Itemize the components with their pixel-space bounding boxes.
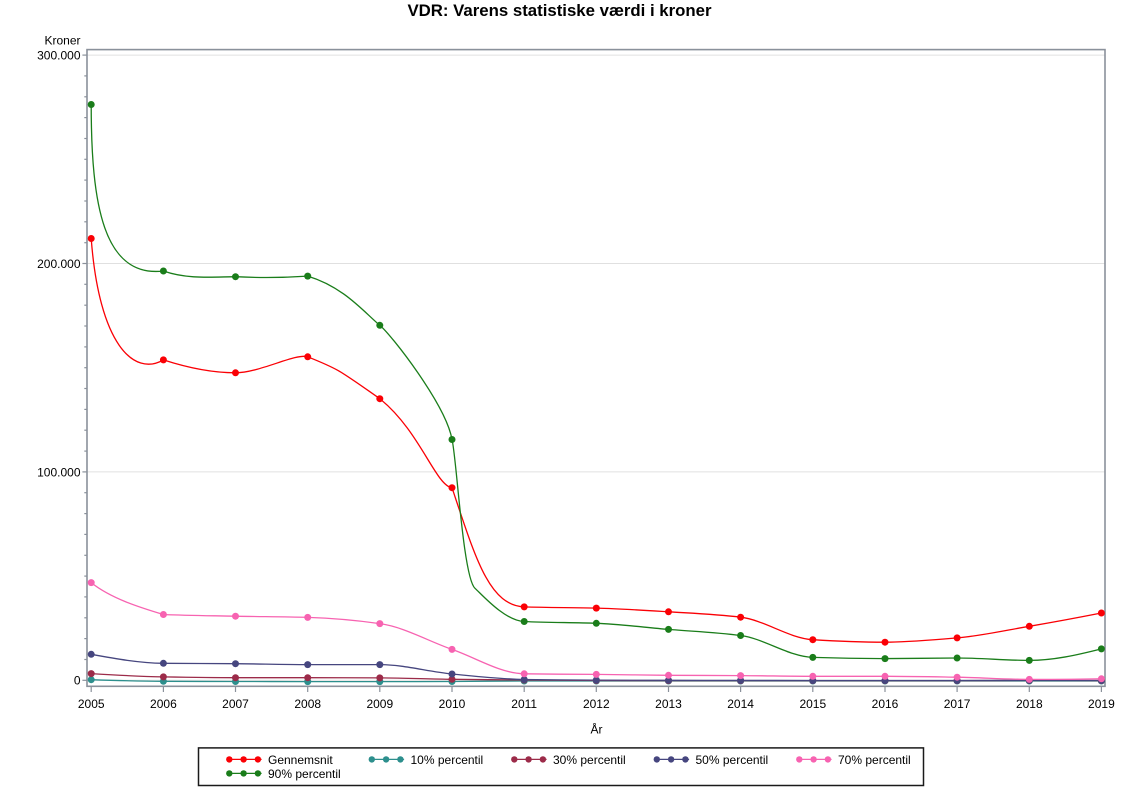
svg-text:Kroner: Kroner <box>44 34 80 48</box>
svg-text:0: 0 <box>74 674 81 688</box>
svg-text:30% percentil: 30% percentil <box>553 753 626 767</box>
svg-text:2005: 2005 <box>78 697 105 711</box>
svg-text:2012: 2012 <box>583 697 610 711</box>
svg-text:300.000: 300.000 <box>37 49 81 63</box>
svg-text:2016: 2016 <box>872 697 899 711</box>
svg-text:2008: 2008 <box>294 697 321 711</box>
svg-text:2014: 2014 <box>727 697 754 711</box>
svg-text:2015: 2015 <box>799 697 826 711</box>
svg-text:70% percentil: 70% percentil <box>838 753 911 767</box>
svg-text:10% percentil: 10% percentil <box>411 753 484 767</box>
svg-text:2017: 2017 <box>944 697 971 711</box>
svg-text:2018: 2018 <box>1016 697 1043 711</box>
svg-text:100.000: 100.000 <box>37 465 81 479</box>
svg-text:2007: 2007 <box>222 697 249 711</box>
svg-text:90% percentil: 90% percentil <box>268 767 341 781</box>
svg-text:År: År <box>591 721 603 736</box>
svg-text:2013: 2013 <box>655 697 682 711</box>
svg-text:2011: 2011 <box>511 697 537 711</box>
svg-text:200.000: 200.000 <box>37 257 81 271</box>
svg-text:2010: 2010 <box>439 697 466 711</box>
svg-text:2019: 2019 <box>1088 697 1115 711</box>
svg-text:VDR: Varens statistiske værdi: VDR: Varens statistiske værdi i kroner <box>407 1 712 20</box>
svg-text:50% percentil: 50% percentil <box>696 753 769 767</box>
svg-text:2009: 2009 <box>366 697 393 711</box>
svg-text:2006: 2006 <box>150 697 177 711</box>
svg-text:Gennemsnit: Gennemsnit <box>268 753 333 767</box>
